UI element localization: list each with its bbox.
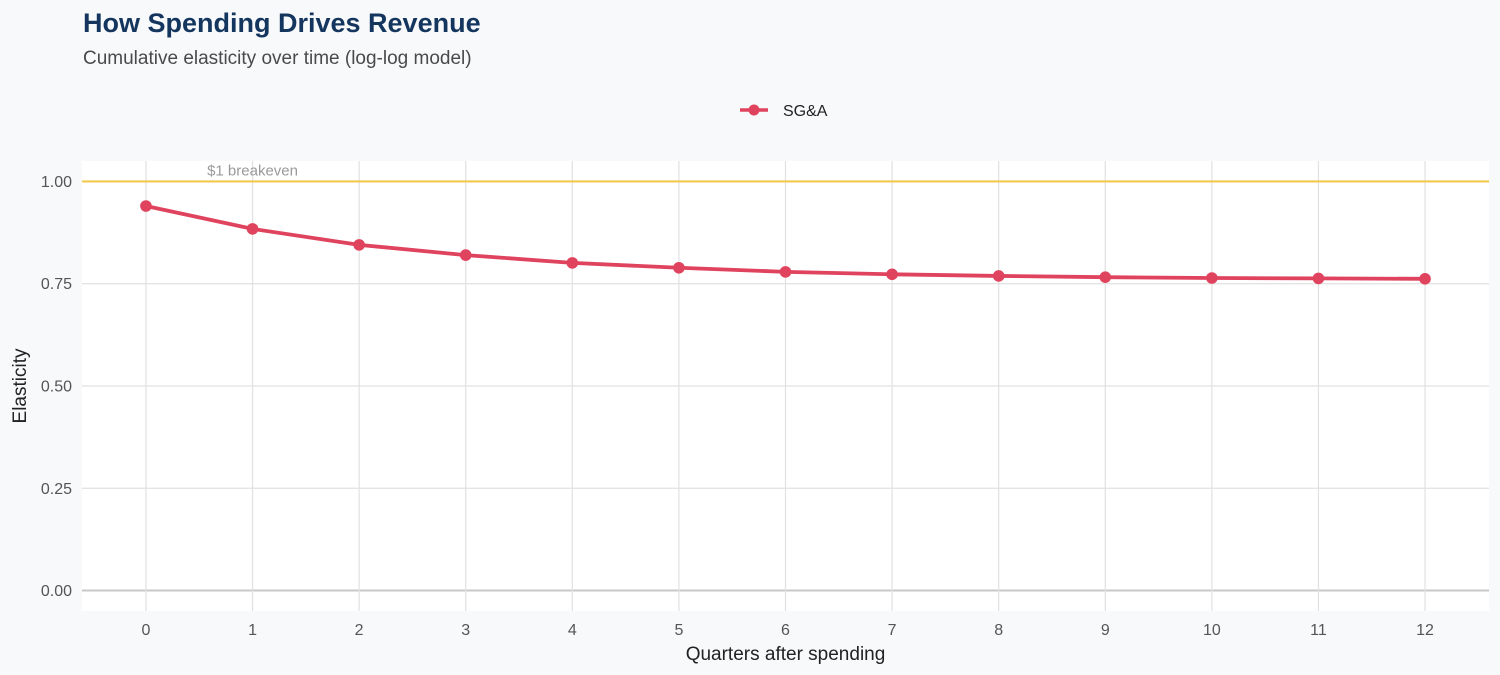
chart-title: How Spending Drives Revenue: [83, 8, 481, 38]
data-point-q4: [566, 257, 579, 269]
grid: [82, 161, 1489, 611]
data-point-q3: [459, 249, 472, 261]
x-tick-label: 0: [142, 622, 151, 639]
x-tick-label: 9: [1101, 622, 1110, 639]
data-point-q1: [246, 223, 259, 235]
data-point-q7: [886, 268, 898, 281]
y-tick-label: 0.75: [41, 276, 72, 293]
chart-subtitle: Cumulative elasticity over time (log-log…: [83, 48, 472, 69]
x-tick-label: 7: [888, 622, 897, 639]
axes: 0.000.250.500.751.000 1 2 3 4 5 6 7 8 9 10 11 12: [41, 174, 1434, 639]
data-point-q2: [353, 239, 365, 251]
legend-label: SG&A: [783, 103, 828, 120]
x-tick-label: 5: [674, 622, 683, 639]
x-tick-label: 11: [1310, 622, 1327, 639]
reference-line-group: $1 breakeven: [82, 162, 1489, 183]
data-point-q0: [140, 200, 152, 212]
data-point-q12: [1419, 273, 1431, 285]
data-point-q6: [779, 266, 792, 278]
x-tick-label: 4: [568, 622, 577, 639]
y-tick-label: 0.50: [41, 379, 72, 396]
data-point-q11: [1312, 272, 1325, 285]
data-point-q8: [992, 270, 1005, 282]
x-tick-label: 8: [994, 622, 1003, 639]
x-tick-label: 3: [461, 622, 470, 639]
legend: SG&A: [740, 103, 828, 120]
data-point-q9: [1099, 271, 1112, 283]
y-tick-label: 0.00: [41, 583, 72, 600]
data-point-q5: [673, 261, 685, 274]
y-tick-label: 0.25: [41, 481, 72, 498]
x-tick-label: 6: [781, 622, 790, 639]
x-tick-label: 2: [355, 622, 364, 639]
x-tick-label: 10: [1203, 622, 1221, 639]
x-tick-label: 1: [248, 622, 257, 639]
x-axis-title: Quarters after spending: [686, 644, 886, 665]
legend-marker-icon: [748, 104, 760, 116]
x-tick-label: 12: [1416, 622, 1434, 639]
series-layer: [140, 200, 1431, 285]
y-tick-label: 1.00: [41, 174, 72, 191]
y-axis-title: Elasticity: [10, 348, 31, 423]
data-point-q10: [1206, 272, 1218, 284]
breakeven-label: $1 breakeven: [207, 162, 298, 179]
